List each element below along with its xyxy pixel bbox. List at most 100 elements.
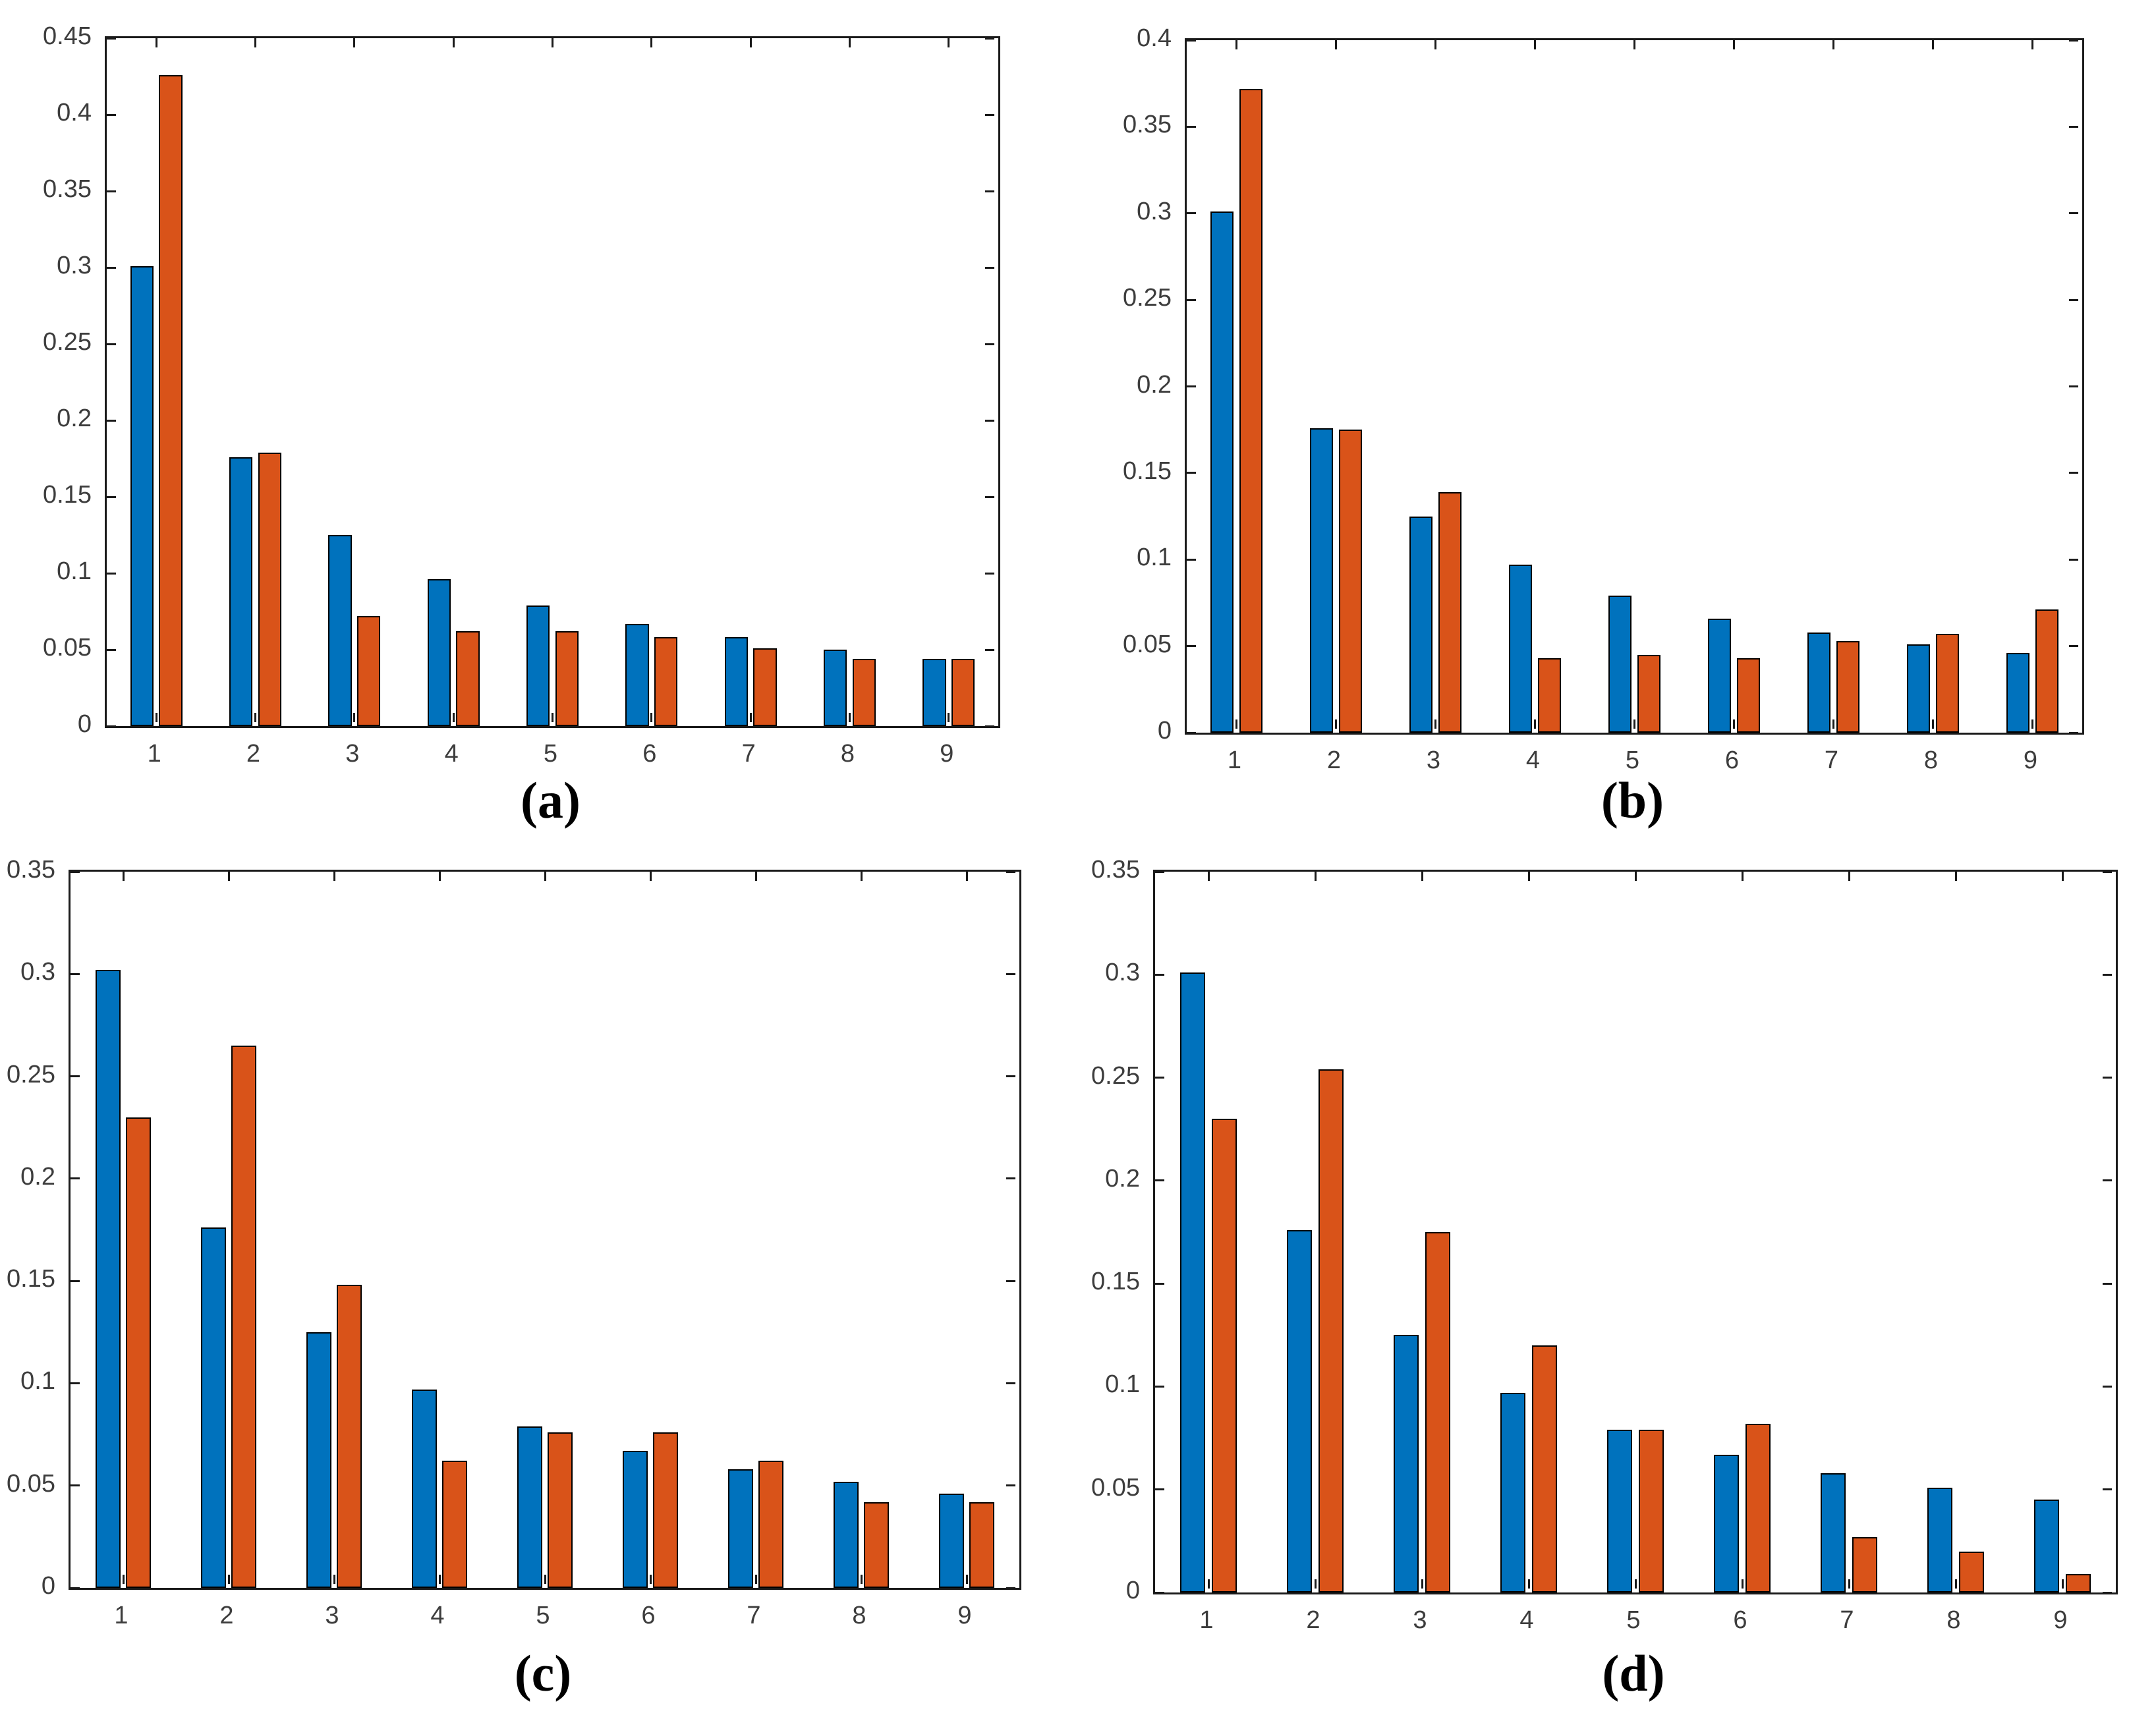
bar-series-2-orange-cat2 (231, 1046, 257, 1588)
y-axis-tick (1187, 385, 1196, 387)
y-tick-label: 0 (77, 710, 92, 738)
x-axis-tick (333, 1575, 335, 1584)
x-axis-tick (1954, 872, 1957, 881)
y-tick-label: 0.05 (43, 634, 92, 661)
x-tick-label: 9 (957, 1602, 972, 1629)
y-axis-tick (2069, 558, 2078, 561)
x-tick-label: 4 (1525, 746, 1541, 774)
bar-series-1-blue-cat9 (922, 658, 946, 726)
x-tick-label: 6 (1724, 746, 1740, 774)
y-tick-label: 0.1 (57, 557, 92, 585)
bar-series-1-blue-cat1 (130, 266, 154, 726)
y-axis-tick (71, 1075, 80, 1078)
y-tick-label: 0.4 (1137, 24, 1172, 52)
bar-series-1-blue-cat5 (526, 605, 550, 726)
x-axis-tick (122, 872, 125, 881)
y-tick-label: 0.35 (1123, 111, 1172, 139)
bar-series-2-orange-cat3 (1438, 492, 1462, 733)
y-axis-tick (1187, 125, 1196, 128)
y-axis-tick (2103, 870, 2112, 873)
y-axis-tick (985, 190, 994, 192)
x-tick-label: 6 (642, 740, 657, 768)
y-tick-label: 0.1 (1137, 544, 1172, 572)
y-axis-tick (2103, 1282, 2112, 1285)
y-tick-label: 0.35 (1091, 856, 1140, 884)
y-axis-tick (71, 1382, 80, 1384)
x-axis-tick (860, 1575, 863, 1584)
x-axis-tick (1633, 40, 1635, 49)
x-axis-tick (649, 1575, 652, 1584)
x-tick-label: 5 (1625, 746, 1640, 774)
y-axis-tick (107, 572, 116, 575)
bar-series-2-orange-cat5 (1638, 1430, 1664, 1592)
y-tick-label: 0.25 (1123, 284, 1172, 312)
bar-series-1-blue-cat1 (1180, 972, 1206, 1592)
y-axis-tick (71, 1280, 80, 1282)
bar-series-1-blue-cat4 (411, 1389, 437, 1588)
bar-series-1-blue-cat3 (328, 535, 352, 726)
y-axis-tick (1155, 973, 1164, 976)
bar-series-1-blue-cat9 (938, 1494, 964, 1588)
x-tick-label: 9 (2023, 746, 2038, 774)
y-axis-tick (1155, 870, 1164, 873)
x-axis-tick (1207, 1579, 1210, 1589)
bar-series-1-blue-cat8 (823, 650, 847, 726)
y-axis-tick (1155, 1488, 1164, 1491)
y-axis-tick (1155, 1179, 1164, 1182)
y-tick-label: 0.25 (7, 1060, 55, 1088)
x-axis-tick (438, 1575, 441, 1584)
x-axis-tick (1527, 872, 1530, 881)
bar-series-2-orange-cat3 (337, 1285, 362, 1588)
bar-series-2-orange-cat4 (442, 1461, 468, 1588)
x-axis-tick (353, 713, 356, 722)
x-tick-label: 1 (114, 1602, 128, 1629)
x-axis-tick (650, 713, 653, 722)
x-tick-label: 3 (345, 740, 360, 768)
bar-series-2-orange-cat9 (951, 658, 975, 726)
bar-series-2-orange-cat4 (1537, 658, 1562, 733)
y-axis-tick (107, 725, 116, 727)
bar-series-1-blue-cat5 (1608, 596, 1632, 733)
y-tick-label: 0.15 (1091, 1268, 1140, 1296)
y-axis-tick (985, 648, 994, 651)
bar-series-2-orange-cat4 (1531, 1345, 1557, 1592)
y-tick-label: 0.35 (43, 175, 92, 203)
x-axis-tick (1932, 719, 1934, 729)
x-axis-tick (1335, 719, 1337, 729)
y-axis-tick (1006, 870, 1015, 873)
bar-series-2-orange-cat6 (653, 1432, 679, 1588)
bar-series-1-blue-cat6 (622, 1450, 648, 1588)
x-tick-label: 8 (852, 1602, 866, 1629)
y-tick-label: 0.25 (43, 328, 92, 356)
bar-series-2-orange-cat9 (969, 1502, 995, 1588)
y-axis-tick (985, 343, 994, 345)
bar-series-2-orange-cat7 (758, 1461, 784, 1588)
bar-series-2-orange-cat2 (1318, 1069, 1344, 1592)
bar-series-1-blue-cat8 (1927, 1487, 1953, 1592)
y-tick-label: 0.05 (1123, 630, 1172, 658)
x-tick-label: 1 (1199, 1606, 1214, 1634)
y-axis-tick (1006, 1075, 1015, 1078)
y-axis-tick (2103, 1488, 2112, 1491)
y-axis-tick (107, 495, 116, 498)
x-axis-tick (1534, 719, 1536, 729)
bar-series-2-orange-cat8 (864, 1502, 890, 1588)
bar-series-1-blue-cat3 (1394, 1335, 1419, 1592)
y-tick-label: 0.2 (1105, 1164, 1140, 1193)
panel-label-d: (d) (1602, 1645, 1665, 1702)
y-axis-tick (1006, 1484, 1015, 1487)
y-tick-label: 0.2 (20, 1162, 55, 1191)
y-axis-tick (1187, 212, 1196, 215)
bar-series-1-blue-cat1 (95, 970, 121, 1588)
y-axis-tick (2103, 1591, 2112, 1594)
x-axis-tick (1534, 40, 1536, 49)
x-axis-tick (1848, 1579, 1850, 1589)
bar-series-2-orange-cat9 (2035, 609, 2059, 733)
y-axis-tick (2069, 39, 2078, 42)
x-axis-tick (749, 38, 752, 47)
y-tick-label: 0 (1125, 1577, 1140, 1604)
x-axis-tick (948, 713, 950, 722)
x-tick-label: 6 (641, 1602, 656, 1629)
y-axis-tick (2103, 1077, 2112, 1079)
x-axis-tick (2031, 40, 2033, 49)
